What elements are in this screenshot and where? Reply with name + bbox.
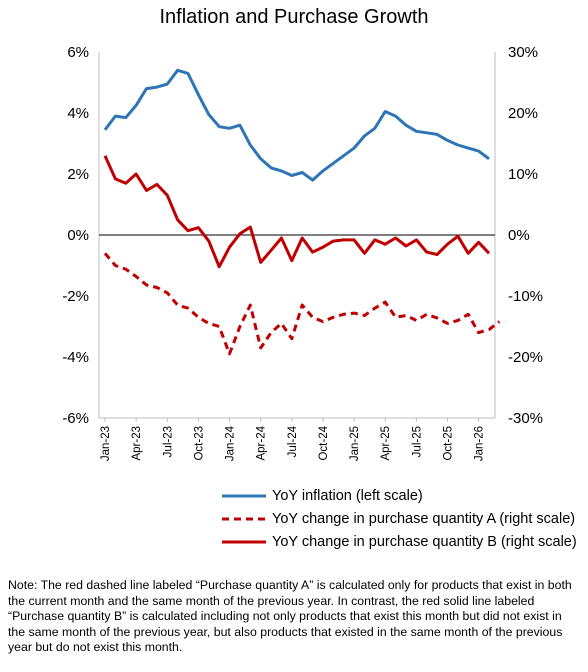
chart-plot: -6% -4% -2% 0% 2% 4% 6% -30% -20% -10% 0% 10% 20% 30…: [62, 44, 543, 461]
x-tick-label: Oct-25: [442, 426, 454, 461]
x-tick-label: Jul-25: [411, 426, 423, 457]
x-tick-label: Jul-23: [162, 426, 174, 457]
series-layer: [103, 68, 501, 356]
x-tick-label: Apr-25: [380, 426, 392, 461]
legend-swatch-quantity-b: [222, 540, 266, 543]
right-tick-label: -20%: [508, 349, 543, 366]
left-axis-ticks: -6% -4% -2% 0% 2% 4% 6%: [62, 44, 89, 427]
x-tick-label: Apr-23: [131, 426, 143, 461]
x-tick-label: Jan-23: [100, 426, 112, 461]
legend-item-quantity-b: YoY change in purchase quantity B (right…: [222, 530, 577, 553]
x-tick-label: Jan-26: [474, 426, 486, 461]
right-tick-label: 10%: [508, 166, 538, 183]
right-tick-label: 20%: [508, 105, 538, 122]
legend-label-quantity-b: YoY change in purchase quantity B (right…: [272, 533, 577, 550]
right-tick-label: 0%: [508, 227, 530, 244]
legend-label-inflation: YoY inflation (left scale): [272, 487, 423, 504]
x-tick-label: Jul-24: [287, 425, 299, 457]
right-tick-label: -30%: [508, 410, 543, 427]
left-tick-label: -4%: [62, 349, 89, 366]
legend-label-quantity-a: YoY change in purchase quantity A (right…: [272, 510, 576, 527]
chart-note: Note: The red dashed line labeled “Purch…: [8, 578, 572, 655]
x-tick-label: Oct-24: [318, 425, 330, 460]
left-tick-label: 2%: [67, 166, 89, 183]
legend-swatch-inflation: [222, 494, 266, 497]
series-quantity-a-line: [103, 252, 501, 356]
series-inflation-line: [103, 68, 490, 182]
left-tick-label: -6%: [62, 410, 89, 427]
x-tick-label: Apr-24: [256, 425, 268, 460]
right-tick-label: 30%: [508, 44, 538, 61]
x-tick-label: Oct-23: [193, 426, 205, 461]
left-tick-label: -2%: [62, 288, 89, 305]
plot-frame: [98, 52, 496, 419]
legend: YoY inflation (left scale) YoY change in…: [222, 484, 577, 553]
x-tick-label: Jan-25: [349, 426, 361, 461]
left-tick-label: 0%: [67, 227, 89, 244]
left-tick-label: 6%: [67, 44, 89, 61]
legend-item-quantity-a: YoY change in purchase quantity A (right…: [222, 507, 577, 530]
chart-title: Inflation and Purchase Growth: [159, 6, 429, 28]
series-quantity-b-line: [103, 155, 491, 269]
legend-item-inflation: YoY inflation (left scale): [222, 484, 577, 507]
right-axis-ticks: -30% -20% -10% 0% 10% 20% 30%: [508, 44, 543, 427]
x-tick-label: Jan-24: [225, 425, 237, 461]
x-axis-ticks: Jan-23 Apr-23 Jul-23 Oct-23 Jan-24 Apr-24 Jul-…: [100, 418, 486, 461]
left-tick-label: 4%: [67, 105, 89, 122]
legend-swatch-quantity-a: [222, 517, 266, 520]
right-tick-label: -10%: [508, 288, 543, 305]
